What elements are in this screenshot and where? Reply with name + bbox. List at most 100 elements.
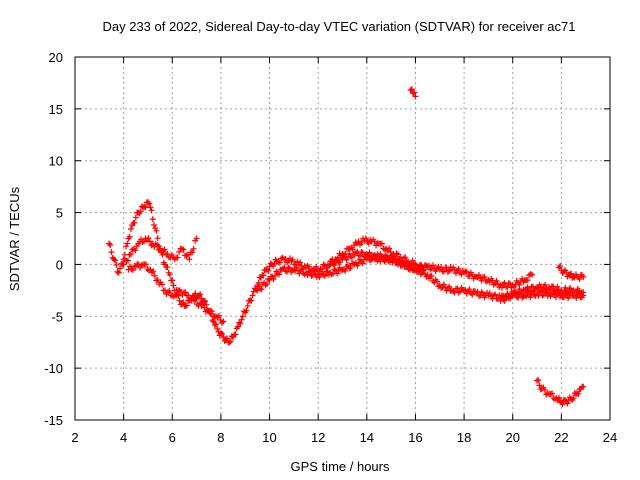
data-point <box>209 317 216 324</box>
y-tick-label: -10 <box>44 361 63 376</box>
data-point <box>363 256 370 263</box>
data-point <box>421 270 428 277</box>
data-point <box>110 256 117 263</box>
data-point <box>562 284 569 291</box>
data-point <box>555 286 562 293</box>
data-point <box>125 257 132 264</box>
chart-title: Day 233 of 2022, Sidereal Day-to-day VTE… <box>102 19 575 34</box>
data-point <box>260 272 267 279</box>
data-point <box>298 266 305 273</box>
data-point <box>249 292 256 299</box>
data-point <box>312 270 319 277</box>
data-point <box>490 292 497 299</box>
y-tick-label: -5 <box>51 309 63 324</box>
data-point <box>172 291 179 298</box>
data-point <box>297 259 304 266</box>
x-tick-label: 20 <box>505 430 519 445</box>
data-point <box>276 259 283 266</box>
data-point <box>348 254 355 261</box>
data-point <box>484 278 491 285</box>
data-point <box>527 294 534 301</box>
data-point <box>475 271 482 278</box>
data-point <box>402 264 409 271</box>
data-point <box>150 268 157 275</box>
data-point <box>309 272 316 279</box>
data-point <box>381 258 388 265</box>
plot-frame <box>74 56 611 421</box>
y-tick-label: 0 <box>56 257 63 272</box>
data-point <box>412 93 419 100</box>
data-point <box>313 263 320 270</box>
y-tick-label: -15 <box>44 413 63 428</box>
data-point <box>444 268 451 275</box>
data-point <box>428 272 435 279</box>
data-point <box>463 268 470 275</box>
data-point <box>362 235 369 242</box>
data-point <box>214 325 221 332</box>
data-point <box>304 272 311 279</box>
data-point <box>557 263 564 270</box>
data-point <box>557 398 564 405</box>
data-point <box>420 266 427 273</box>
x-tick-label: 12 <box>311 430 325 445</box>
data-point <box>367 252 374 259</box>
data-point <box>326 262 333 269</box>
data-point <box>330 260 337 267</box>
data-point <box>494 281 501 288</box>
data-point <box>266 276 273 283</box>
x-tick-label: 8 <box>217 430 224 445</box>
data-point <box>147 204 154 211</box>
data-point <box>126 233 133 240</box>
data-point <box>469 291 476 298</box>
data-point <box>381 246 388 253</box>
data-point <box>501 297 508 304</box>
data-point <box>397 258 404 265</box>
data-point <box>223 335 230 342</box>
data-point <box>127 225 134 232</box>
data-point <box>543 285 550 292</box>
data-point <box>262 282 269 289</box>
data-point <box>182 289 189 296</box>
data-point <box>350 260 357 267</box>
data-point <box>454 285 461 292</box>
data-point <box>446 267 453 274</box>
data-point <box>535 377 542 384</box>
x-tick-label: 10 <box>262 430 276 445</box>
data-point <box>144 199 151 206</box>
data-point <box>524 284 531 291</box>
data-point <box>220 318 227 325</box>
data-point <box>189 249 196 256</box>
data-point <box>434 265 441 272</box>
data-point <box>208 308 215 315</box>
data-point <box>409 262 416 269</box>
y-tick-label: 5 <box>56 206 63 221</box>
data-point <box>152 225 159 232</box>
data-point <box>371 252 378 259</box>
data-point <box>202 298 209 305</box>
data-point <box>415 268 422 275</box>
data-point <box>145 235 152 242</box>
data-point <box>410 90 417 97</box>
data-point <box>270 276 277 283</box>
data-points <box>106 86 587 408</box>
data-point <box>192 290 199 297</box>
data-point <box>151 221 158 228</box>
data-point <box>432 268 439 275</box>
y-tick-label: 20 <box>49 50 63 65</box>
data-point <box>170 282 177 289</box>
x-tick-label: 16 <box>408 430 422 445</box>
data-point <box>324 268 331 275</box>
data-point <box>507 293 514 300</box>
data-point <box>551 287 558 294</box>
data-point <box>580 273 587 280</box>
data-point <box>439 267 446 274</box>
y-tick-label: 15 <box>49 102 63 117</box>
data-point <box>398 262 405 269</box>
data-point <box>434 278 441 285</box>
data-point <box>148 207 155 214</box>
data-point <box>549 390 556 397</box>
data-point <box>536 382 543 389</box>
data-point <box>276 271 283 278</box>
